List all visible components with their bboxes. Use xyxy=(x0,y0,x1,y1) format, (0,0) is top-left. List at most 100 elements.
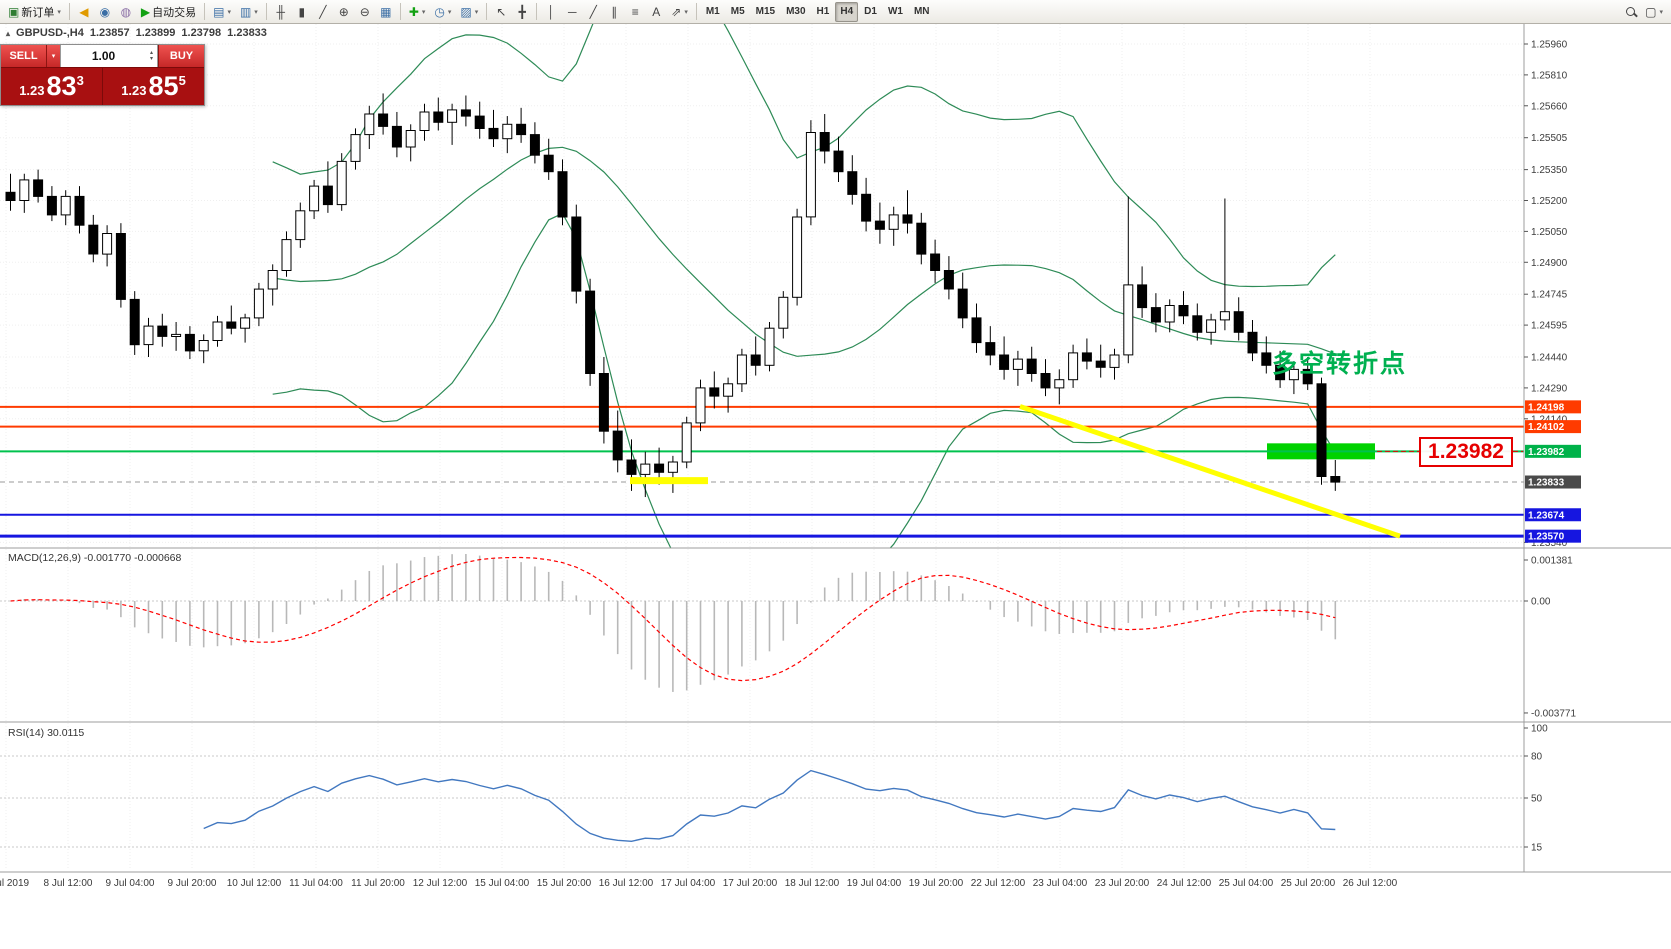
toolbar-separator xyxy=(536,3,538,20)
timeframe-M1-button[interactable]: M1 xyxy=(705,6,720,17)
ohlc-high: 1.23899 xyxy=(135,27,176,39)
svg-text:23 Jul 04:00: 23 Jul 04:00 xyxy=(1033,878,1088,889)
chart-list-button[interactable]: ▢ ▾ xyxy=(1641,2,1667,22)
horizontal-line-icon: ─ xyxy=(567,4,577,19)
community-button[interactable]: ◍ xyxy=(116,2,136,22)
ohlc-close: 1.23833 xyxy=(227,27,267,39)
svg-text:22 Jul 12:00: 22 Jul 12:00 xyxy=(971,878,1026,889)
zoom-in-icon: ⊕ xyxy=(338,4,349,19)
svg-text:19 Jul 04:00: 19 Jul 04:00 xyxy=(847,878,902,889)
volume-stepper[interactable]: ▴ ▾ xyxy=(146,50,157,62)
candlestick-icon: ▮ xyxy=(298,4,306,19)
line-chart-button[interactable]: ╱ xyxy=(313,2,333,22)
svg-text:1.24290: 1.24290 xyxy=(1531,383,1568,394)
rsi-axis[interactable]: 100 80 50 15 xyxy=(1524,724,1548,854)
horn-icon: ◀ xyxy=(79,4,89,19)
zoom-out-button[interactable]: ⊖ xyxy=(355,2,375,22)
svg-text:25 Jul 20:00: 25 Jul 20:00 xyxy=(1281,878,1336,889)
bollinger-bands xyxy=(272,24,1336,548)
timeframe-H1-button[interactable]: H1 xyxy=(816,6,830,17)
chart-canvas[interactable]: 1.25960 1.25810 1.25660 1.25505 1.25350 1.252… xyxy=(0,24,1671,949)
ohlc-low: 1.23798 xyxy=(181,27,222,39)
svg-text:1.23833: 1.23833 xyxy=(1528,478,1565,489)
ohlc-bars-button[interactable]: ╫ xyxy=(271,2,291,22)
candlestick-series xyxy=(5,93,1341,498)
svg-text:1.24595: 1.24595 xyxy=(1531,321,1568,332)
svg-text:1.25350: 1.25350 xyxy=(1531,165,1568,176)
toolbar-separator xyxy=(399,3,401,20)
chevron-down-icon: ▾ xyxy=(474,8,479,16)
trendline-button[interactable]: ╱ xyxy=(583,2,603,22)
new-order-button-label: 新订单 xyxy=(21,6,55,19)
turning-point-annotation[interactable]: 多空转折点 xyxy=(1272,350,1408,378)
timeframe-M15-button[interactable]: M15 xyxy=(755,6,776,17)
sell-button[interactable]: SELL xyxy=(1,45,47,67)
volume-field[interactable]: 1.00 ▴ ▾ xyxy=(61,45,158,67)
text-button[interactable]: A xyxy=(646,2,666,22)
timeframe-M5-button[interactable]: M5 xyxy=(730,6,745,17)
symbol-name: GBPUSD-,H4 xyxy=(16,27,84,39)
svg-text:11 Jul 04:00: 11 Jul 04:00 xyxy=(289,878,343,889)
horizontal-levels[interactable] xyxy=(0,405,1524,538)
chevron-down-icon: ▾ xyxy=(1659,8,1663,16)
sell-price-prefix: 1.23 xyxy=(19,83,45,98)
candlestick-button[interactable]: ▮ xyxy=(292,2,312,22)
badge-icon: ◍ xyxy=(120,4,132,19)
news-button[interactable]: ◉ xyxy=(95,2,115,22)
cursor-button[interactable]: ↖ xyxy=(491,2,511,22)
templates-button[interactable]: ▨ ▾ xyxy=(456,2,482,22)
autotrade-button[interactable]: ▶ 自动交易 xyxy=(137,2,200,22)
alerts-button[interactable]: ◀ xyxy=(74,2,94,22)
cursor-icon: ↖ xyxy=(496,4,507,19)
macd-axis[interactable]: 0.001381 0.00 -0.003771 xyxy=(1524,555,1576,719)
buy-price-prefix: 1.23 xyxy=(121,83,147,98)
timeframe-M30-button[interactable]: M30 xyxy=(786,6,806,17)
descending-trendline xyxy=(1019,404,1401,539)
channel-button[interactable]: ∥ xyxy=(604,2,624,22)
zoom-in-button[interactable]: ⊕ xyxy=(334,2,354,22)
tile-windows-button[interactable]: ▦ xyxy=(376,2,396,22)
line-chart-icon: ╱ xyxy=(319,4,327,19)
chevron-down-icon: ▾ xyxy=(447,8,452,16)
play-icon: ▶ xyxy=(140,4,151,19)
one-click-trading-panel: SELL ▾ 1.00 ▴ ▾ BUY 1.23 83 3 1.23 85 xyxy=(0,44,205,106)
chart-list-icon: ▢ xyxy=(1645,4,1657,19)
timeframe-W1-button[interactable]: W1 xyxy=(887,6,903,17)
buy-button[interactable]: BUY xyxy=(158,45,204,67)
new-order-button[interactable]: ▣ 新订单 ▾ xyxy=(4,2,65,22)
timeframe-MN-button[interactable]: MN xyxy=(913,6,930,17)
sell-price-big: 83 xyxy=(46,71,77,101)
price-axis[interactable]: 1.25960 1.25810 1.25660 1.25505 1.25350 1.252… xyxy=(1523,24,1671,872)
svg-text:1.23570: 1.23570 xyxy=(1528,532,1565,543)
vertical-line-button[interactable]: │ xyxy=(541,2,561,22)
toolbar-separator xyxy=(486,3,488,20)
profiles-button[interactable]: ▥ ▾ xyxy=(236,2,262,22)
timeframe-H4-button[interactable]: H4 xyxy=(835,1,859,22)
svg-text:11 Jul 20:00: 11 Jul 20:00 xyxy=(351,878,405,889)
svg-text:1.25960: 1.25960 xyxy=(1531,40,1568,51)
horizontal-line-button[interactable]: ─ xyxy=(562,2,582,22)
zoom-out-icon: ⊖ xyxy=(359,4,370,19)
timeframe-D1-button[interactable]: D1 xyxy=(864,6,877,17)
svg-text:23 Jul 20:00: 23 Jul 20:00 xyxy=(1095,878,1150,889)
order-type-dropdown[interactable]: ▾ xyxy=(47,45,61,67)
sell-price[interactable]: 1.23 83 3 xyxy=(1,68,103,105)
indicators-button[interactable]: ✚ ▾ xyxy=(405,2,430,22)
svg-text:1.25660: 1.25660 xyxy=(1531,101,1568,112)
buy-price[interactable]: 1.23 85 5 xyxy=(103,68,204,105)
price-callout[interactable]: 1.23982 xyxy=(1419,437,1513,467)
sell-price-pipette: 3 xyxy=(76,73,84,88)
arrow-objects-button[interactable]: ⇗ ▾ xyxy=(667,2,692,22)
svg-text:100: 100 xyxy=(1531,724,1548,735)
fibonacci-button[interactable]: ≡ xyxy=(625,2,645,22)
svg-text:25 Jul 04:00: 25 Jul 04:00 xyxy=(1219,878,1274,889)
rsi-panel xyxy=(0,755,1524,848)
time-axis[interactable]: 5 Jul 2019 8 Jul 12:00 9 Jul 04:00 9 Jul 20… xyxy=(0,878,1398,889)
rsi-line xyxy=(203,769,1336,843)
rsi-indicator-label: RSI(14) 30.0115 xyxy=(8,727,85,739)
search-button[interactable] xyxy=(1620,2,1640,22)
periods-button[interactable]: ◷ ▾ xyxy=(430,2,455,22)
chevron-down-icon: ▾ xyxy=(227,8,231,16)
new-chart-button[interactable]: ▤ ▾ xyxy=(209,2,235,22)
crosshair-button[interactable]: ╋ xyxy=(512,2,532,22)
